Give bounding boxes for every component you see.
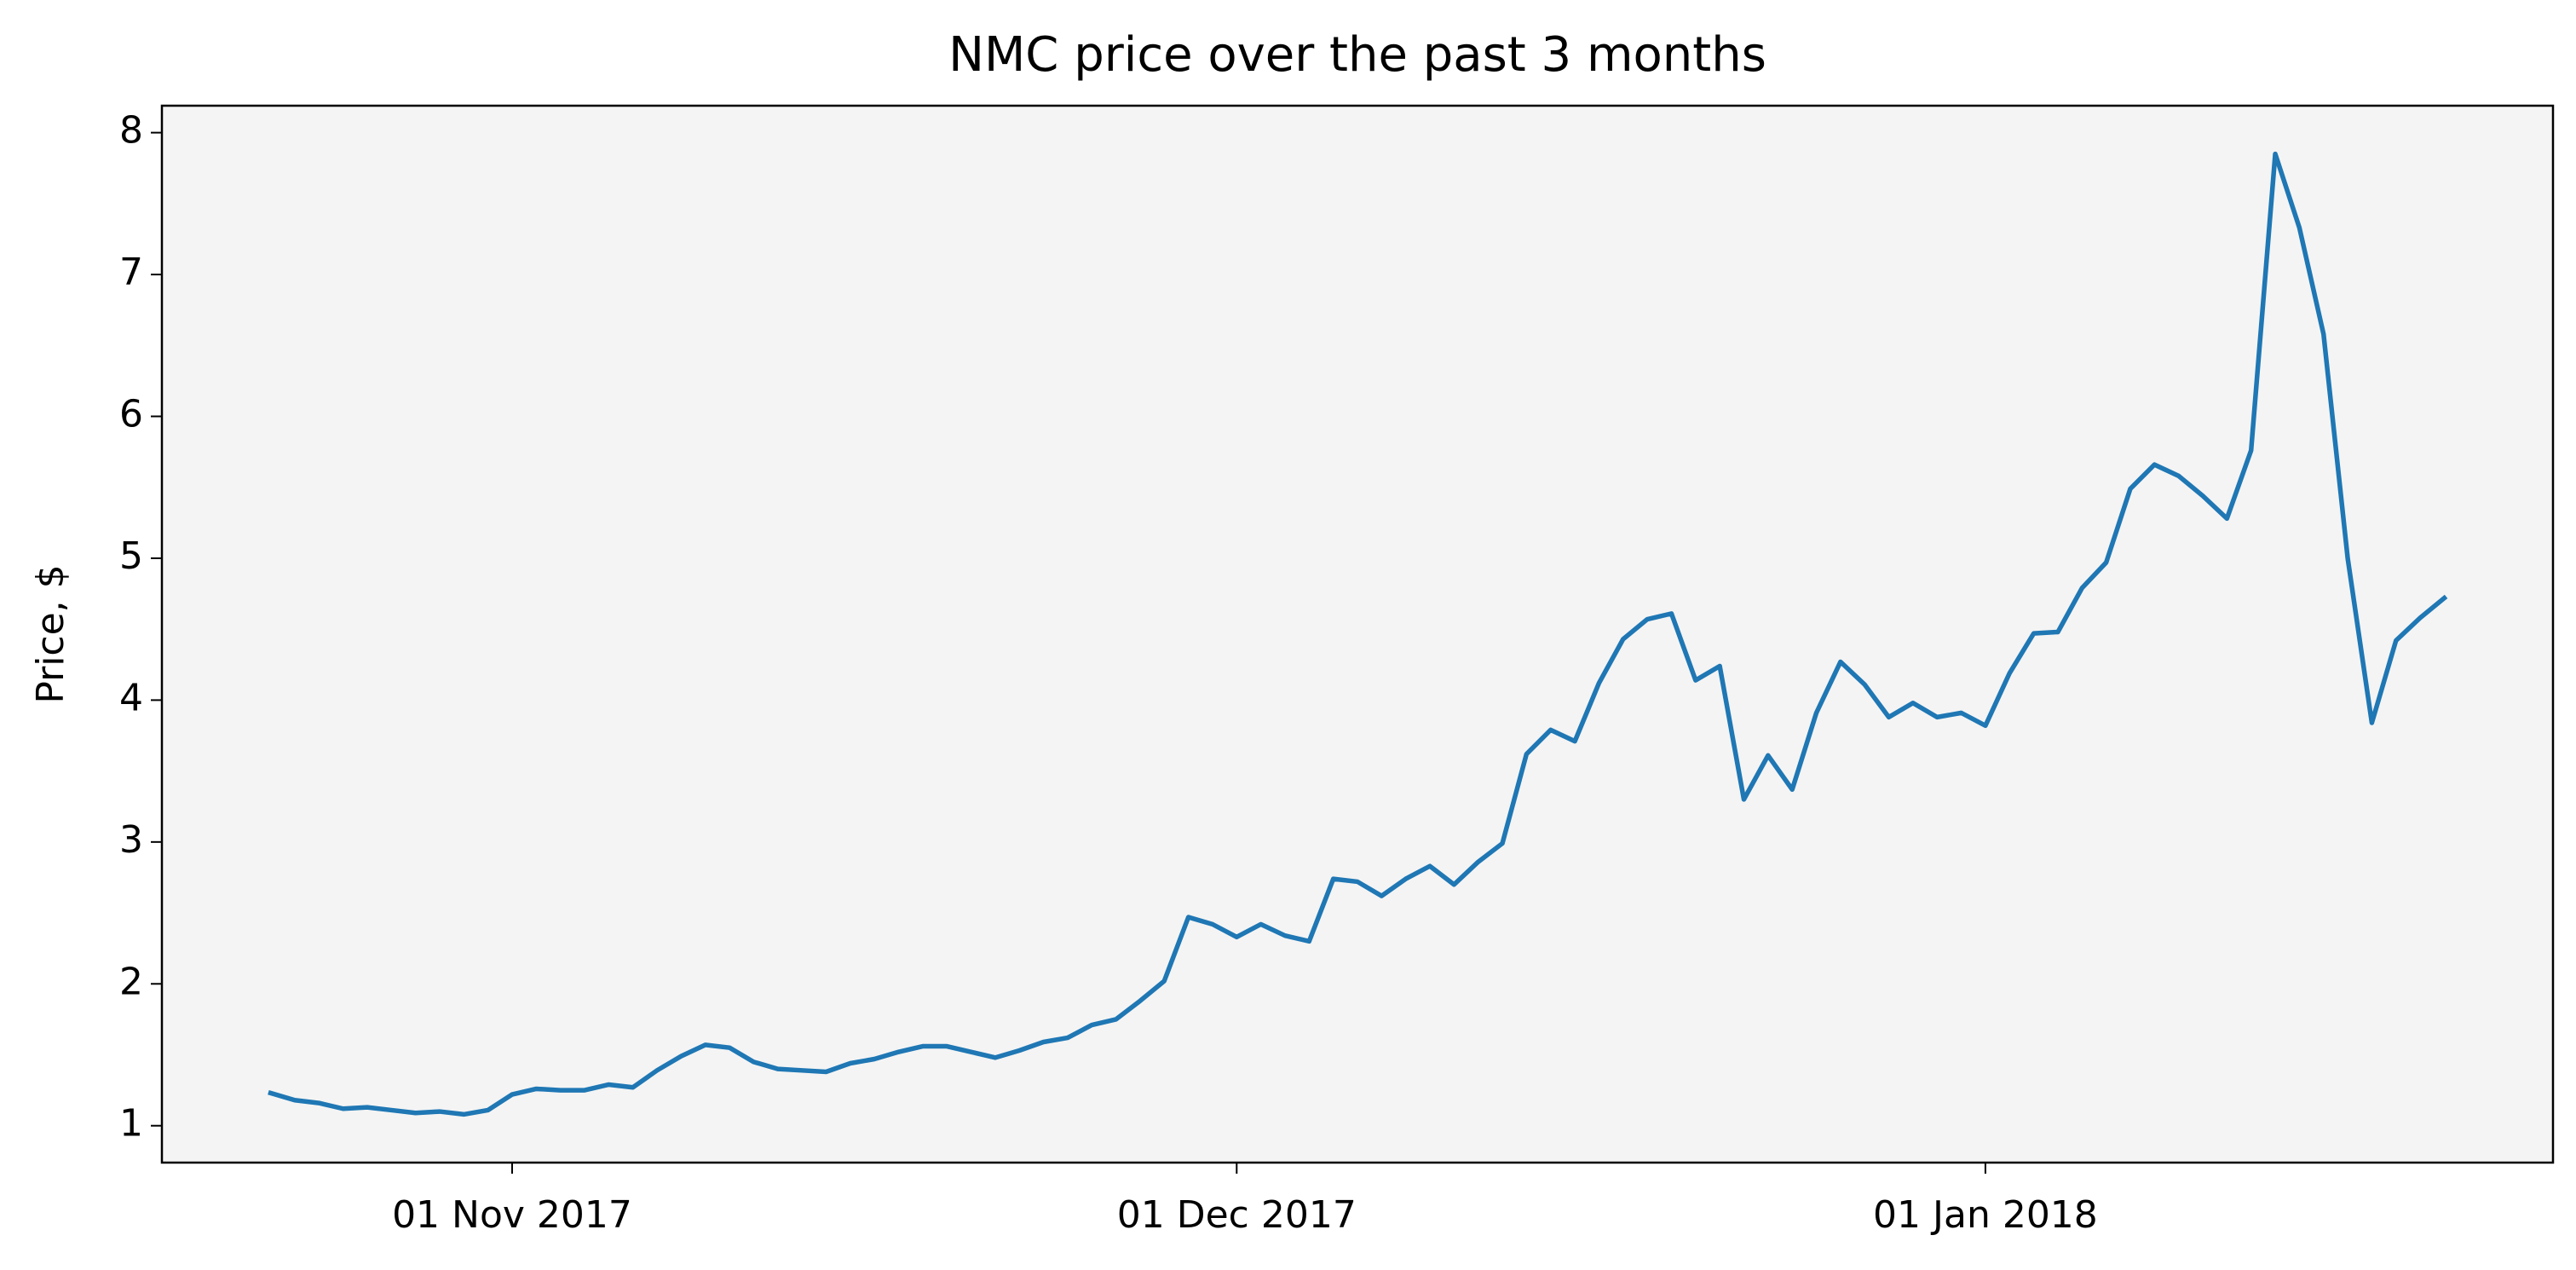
x-tick-label: 01 Nov 2017	[392, 1193, 632, 1237]
y-tick-label: 5	[119, 534, 143, 578]
y-tick-label: 4	[119, 676, 143, 719]
plot-background	[162, 106, 2553, 1163]
x-tick-label: 01 Dec 2017	[1117, 1193, 1357, 1237]
y-tick-label: 1	[119, 1102, 143, 1146]
y-tick-label: 3	[119, 818, 143, 862]
chart-title: NMC price over the past 3 months	[948, 27, 1766, 83]
y-axis-label: Price, $	[29, 564, 72, 703]
y-tick-label: 6	[119, 393, 143, 436]
plot-frame	[160, 104, 2555, 1164]
y-tick-label: 8	[119, 109, 143, 153]
y-tick-label: 2	[119, 960, 143, 1003]
y-tick-label: 7	[119, 251, 143, 294]
price-line	[268, 151, 2448, 1117]
x-tick-label: 01 Jan 2018	[1873, 1193, 2098, 1237]
